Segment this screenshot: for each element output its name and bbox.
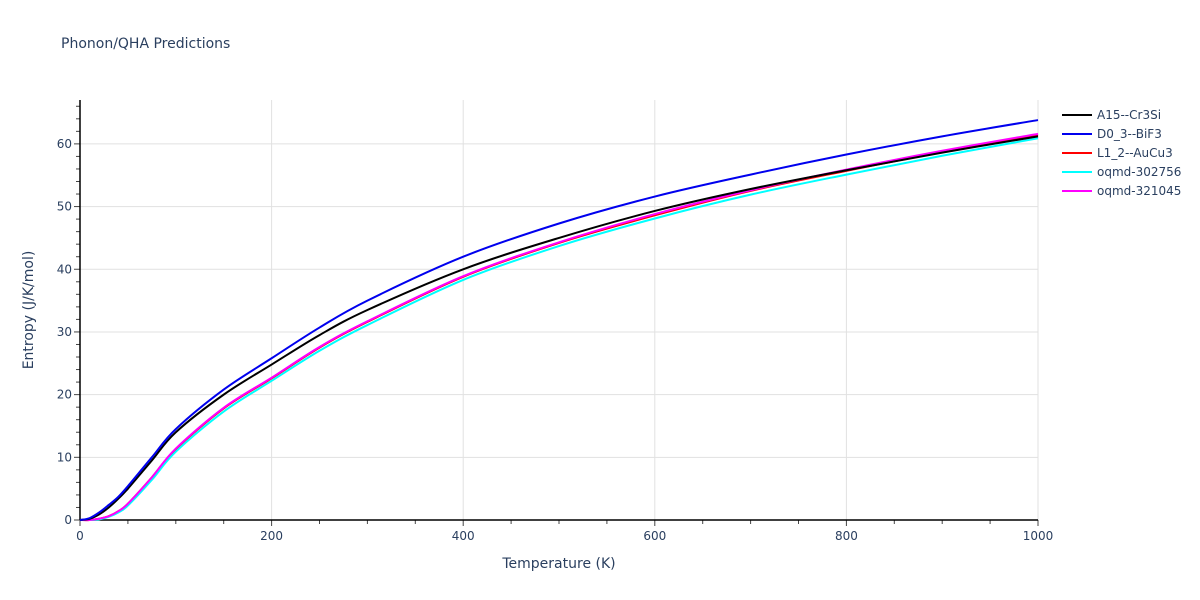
y-axis-title: Entropy (J/K/mol) — [21, 251, 37, 370]
series-line-oqmd-302756 — [79, 137, 1039, 522]
series-line-d0-3-bif3 — [79, 119, 1039, 521]
y-tick-label: 40 — [57, 262, 72, 276]
x-tick-label: 1000 — [1023, 529, 1054, 543]
y-tick-label: 60 — [57, 137, 72, 151]
x-tick-label: 200 — [260, 529, 283, 543]
legend-item-label[interactable]: D0_3--BiF3 — [1097, 127, 1162, 141]
y-tick-label: 10 — [57, 450, 72, 464]
x-tick-label: 0 — [76, 529, 84, 543]
y-tick-label: 50 — [57, 200, 72, 214]
x-tick-label: 400 — [452, 529, 475, 543]
x-tick-label: 600 — [643, 529, 666, 543]
series-line-oqmd-321045 — [79, 132, 1039, 522]
legend-item-label[interactable]: oqmd-302756 — [1097, 165, 1181, 179]
x-tick-label: 800 — [835, 529, 858, 543]
chart-title: Phonon/QHA Predictions — [61, 36, 231, 52]
legend-item-label[interactable]: oqmd-321045 — [1097, 184, 1181, 198]
series-line-a15-cr3si — [79, 135, 1039, 521]
x-axis-title: Temperature (K) — [501, 556, 615, 572]
y-tick-label: 20 — [57, 388, 72, 402]
legend-item-label[interactable]: L1_2--AuCu3 — [1097, 146, 1173, 160]
y-tick-label: 0 — [64, 513, 72, 527]
legend-item-label[interactable]: A15--Cr3Si — [1097, 108, 1161, 122]
y-tick-label: 30 — [57, 325, 72, 339]
series-line-l1-2-aucu3 — [79, 134, 1039, 522]
